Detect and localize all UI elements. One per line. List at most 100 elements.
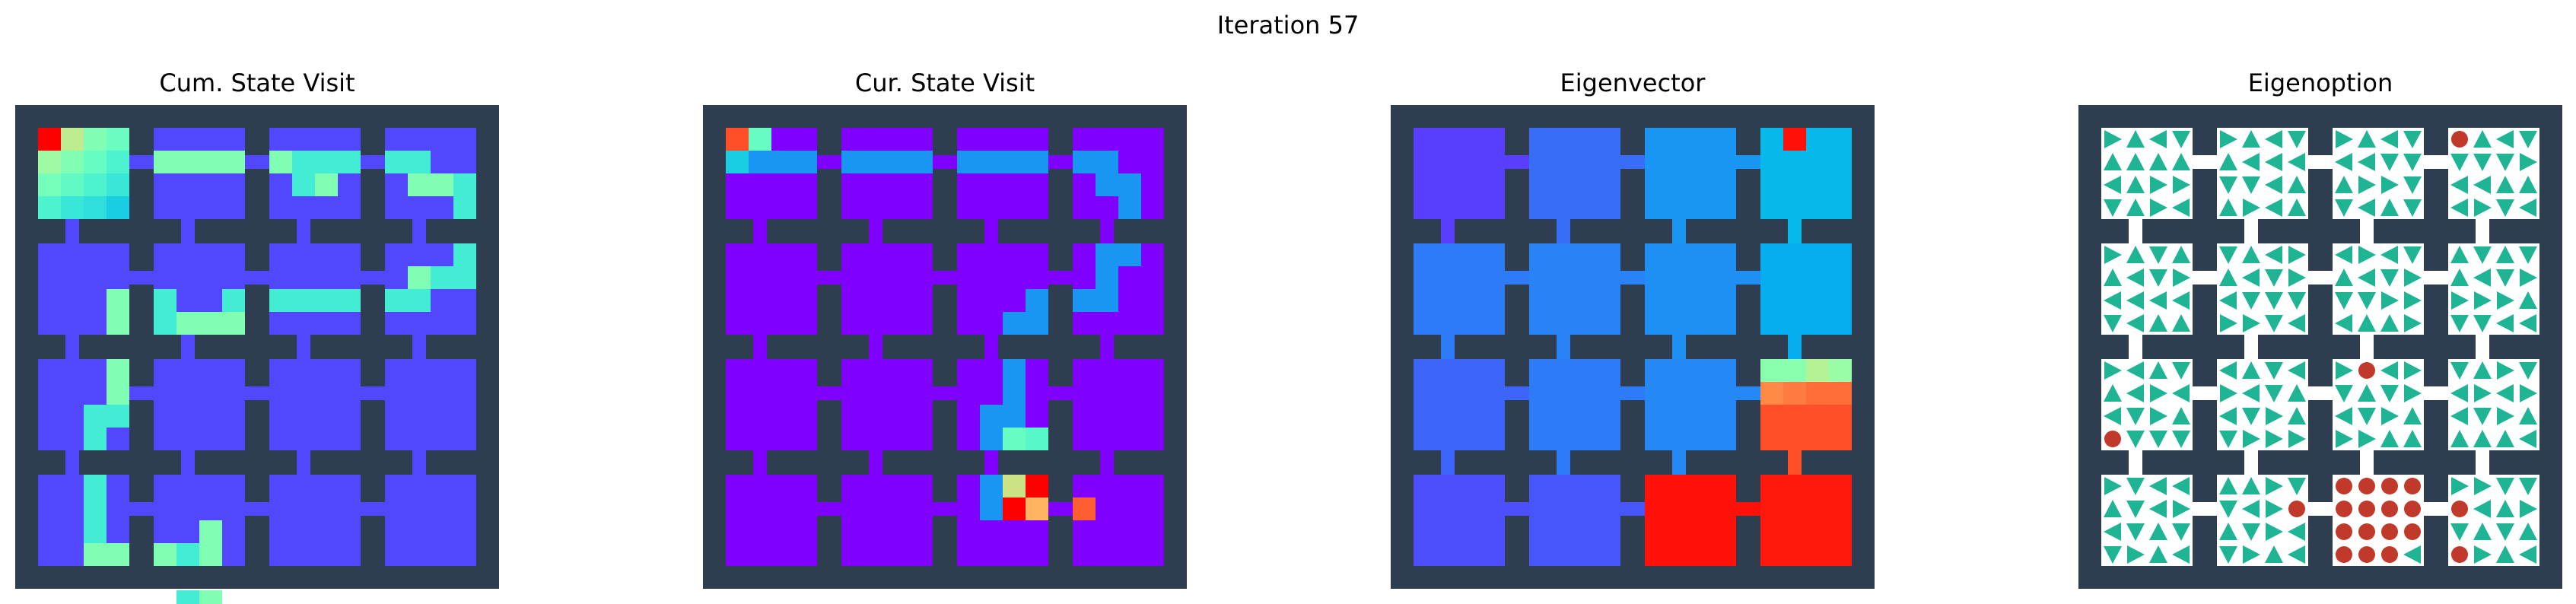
path-cell bbox=[408, 151, 431, 173]
maze-room bbox=[2217, 128, 2308, 219]
policy-arrow bbox=[2474, 199, 2492, 217]
maze-room bbox=[1645, 128, 1736, 219]
path-cell bbox=[292, 173, 315, 196]
policy-arrow bbox=[2243, 314, 2260, 332]
policy-arrow bbox=[2265, 292, 2283, 310]
maze-doorway bbox=[2129, 450, 2142, 475]
path-cell bbox=[910, 151, 933, 173]
maze-room bbox=[1529, 128, 1620, 219]
policy-arrow bbox=[2172, 153, 2190, 170]
maze-doorway bbox=[2360, 450, 2374, 475]
policy-arrow bbox=[2242, 176, 2260, 194]
policy-arrow bbox=[2404, 384, 2422, 402]
policy-arrow bbox=[2150, 384, 2167, 402]
policy-arrow bbox=[2127, 545, 2145, 564]
path-cell bbox=[154, 151, 177, 173]
policy-arrow bbox=[2126, 130, 2145, 148]
maze-doorway bbox=[2476, 335, 2489, 359]
policy-arrow bbox=[2403, 246, 2422, 264]
maze-doorway bbox=[1672, 450, 1686, 475]
policy-arrow bbox=[2473, 130, 2492, 148]
path-cell bbox=[408, 289, 431, 312]
path-cell bbox=[1096, 243, 1118, 266]
maze-doorway bbox=[753, 219, 767, 243]
path-cell bbox=[385, 151, 408, 173]
maze-doorway bbox=[2193, 271, 2217, 285]
maze-doorway bbox=[129, 502, 154, 516]
policy-arrow bbox=[2473, 361, 2492, 379]
heat-cell bbox=[38, 196, 61, 219]
maze-doorway bbox=[361, 386, 385, 400]
policy-arrow bbox=[2172, 477, 2190, 495]
policy-arrow bbox=[2496, 199, 2514, 217]
maze-doorway bbox=[1441, 450, 1455, 475]
policy-arrow bbox=[2150, 199, 2167, 217]
heat-cell bbox=[726, 151, 749, 173]
policy-arrow bbox=[2335, 199, 2353, 217]
policy-arrow bbox=[2172, 199, 2190, 217]
maze-doorway bbox=[1557, 219, 1570, 243]
policy-arrow bbox=[2520, 500, 2537, 518]
maze-doorway bbox=[1788, 450, 1802, 475]
maze-doorway bbox=[65, 335, 79, 359]
path-cell bbox=[199, 520, 222, 543]
policy-arrow bbox=[2496, 314, 2514, 332]
option-terminal-marker bbox=[2404, 501, 2421, 517]
policy-arrow bbox=[2219, 176, 2237, 194]
maze-doorway bbox=[2476, 450, 2489, 475]
maze-doorway bbox=[2193, 502, 2217, 516]
maze-doorway bbox=[869, 450, 883, 475]
path-cell bbox=[315, 151, 338, 173]
heat-cell bbox=[1003, 475, 1026, 498]
policy-arrow bbox=[2519, 131, 2537, 148]
policy-arrow bbox=[2149, 130, 2167, 148]
policy-arrow bbox=[2242, 523, 2260, 541]
policy-arrow bbox=[2288, 407, 2306, 424]
heat-cell bbox=[38, 128, 61, 151]
maze-room bbox=[726, 243, 817, 335]
policy-arrow bbox=[2450, 384, 2468, 402]
heat-cell bbox=[1783, 359, 1806, 382]
policy-arrow bbox=[2497, 407, 2514, 425]
policy-arrow bbox=[2288, 314, 2305, 332]
maze-doorway bbox=[1736, 502, 1760, 516]
heat-cell bbox=[1026, 498, 1048, 520]
policy-arrow bbox=[2242, 130, 2260, 148]
heat-cell bbox=[1829, 382, 1852, 405]
heat-cell bbox=[1806, 382, 1829, 405]
option-terminal-marker bbox=[2336, 501, 2352, 517]
policy-arrow bbox=[2104, 246, 2122, 264]
policy-arrow bbox=[2104, 130, 2122, 148]
policy-arrow bbox=[2450, 315, 2469, 332]
maze-doorway bbox=[817, 155, 841, 169]
maze-room bbox=[269, 475, 361, 566]
eigenoption-policy-map bbox=[2078, 105, 2562, 589]
policy-arrow bbox=[2473, 154, 2492, 171]
maze-room bbox=[1073, 359, 1164, 450]
policy-arrow bbox=[2104, 500, 2122, 517]
path-cell bbox=[84, 543, 107, 566]
policy-arrow bbox=[2474, 545, 2492, 564]
path-cell bbox=[980, 151, 1003, 173]
policy-arrow bbox=[2358, 269, 2375, 287]
maze-doorway bbox=[1100, 335, 1114, 359]
policy-arrow bbox=[2473, 315, 2492, 332]
maze-room bbox=[726, 359, 817, 450]
maze-doorway bbox=[65, 450, 79, 475]
maze-room bbox=[1529, 359, 1620, 450]
path-cell bbox=[1003, 151, 1026, 173]
maze-doorway bbox=[869, 335, 883, 359]
maze-doorway bbox=[412, 219, 426, 243]
path-cell bbox=[154, 289, 177, 312]
policy-arrow bbox=[2265, 315, 2283, 332]
policy-arrow bbox=[2265, 545, 2283, 563]
maze-doorway bbox=[1048, 502, 1073, 516]
policy-arrow bbox=[2450, 362, 2469, 380]
maze-doorway bbox=[129, 155, 154, 169]
policy-arrow bbox=[2126, 153, 2145, 170]
panel-title-cum-state-visit: Cum. State Visit bbox=[159, 68, 355, 97]
panel-title-cur-state-visit: Cur. State Visit bbox=[854, 68, 1035, 97]
policy-arrow bbox=[2242, 246, 2260, 263]
maze-room bbox=[1529, 475, 1620, 566]
policy-arrow bbox=[2126, 523, 2145, 541]
